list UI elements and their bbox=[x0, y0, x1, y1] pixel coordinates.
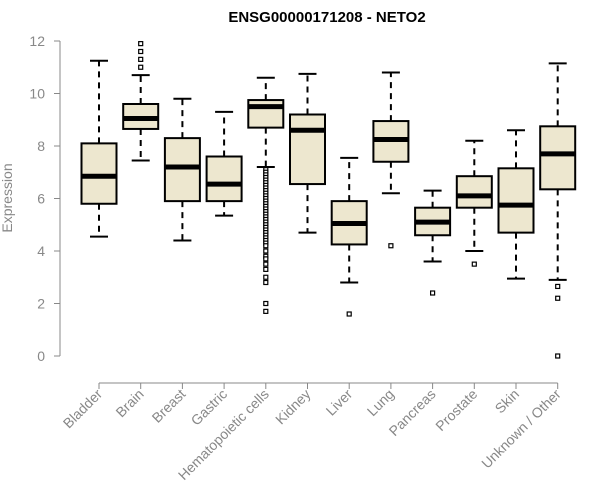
x-tick-label: Breast bbox=[149, 386, 189, 426]
y-tick-label: 12 bbox=[29, 33, 45, 49]
iqr-box bbox=[497, 167, 535, 234]
outlier-point bbox=[471, 261, 477, 267]
box-hematopoietic-cells bbox=[247, 76, 285, 314]
outlier-point bbox=[263, 256, 269, 262]
x-tick-label: Bladder bbox=[60, 386, 106, 432]
box-kidney bbox=[289, 72, 326, 234]
x-tick-label: Brain bbox=[112, 386, 146, 420]
iqr-box bbox=[455, 175, 493, 209]
x-tick-label: Lung bbox=[364, 386, 397, 419]
outlier-point bbox=[430, 290, 436, 296]
box-skin bbox=[497, 129, 535, 280]
outlier-point bbox=[263, 243, 269, 249]
outlier-point bbox=[263, 248, 269, 254]
outlier-point bbox=[263, 261, 269, 267]
outlier-point bbox=[263, 279, 269, 286]
iqr-box bbox=[205, 155, 243, 203]
y-tick-label: 2 bbox=[37, 296, 45, 312]
iqr-box bbox=[80, 142, 118, 205]
box-lung bbox=[372, 71, 410, 249]
outlier-point bbox=[263, 266, 269, 272]
x-tick-label: Skin bbox=[492, 386, 523, 417]
outlier-point bbox=[555, 353, 561, 359]
iqr-box bbox=[539, 125, 577, 191]
outlier-point bbox=[263, 308, 269, 314]
outlier-point bbox=[138, 41, 144, 47]
x-tick-label: Kidney bbox=[272, 386, 314, 428]
box-pancreas bbox=[414, 189, 452, 296]
y-tick-label: 6 bbox=[37, 191, 45, 207]
outlier-point bbox=[388, 243, 394, 249]
x-tick-label: Unknown / Other bbox=[478, 386, 564, 472]
outlier-point bbox=[263, 300, 269, 307]
box-liver bbox=[330, 156, 368, 317]
chart-title: ENSG00000171208 - NETO2 bbox=[228, 9, 425, 26]
y-axis-label: Expression bbox=[0, 163, 15, 232]
outlier-point bbox=[263, 274, 269, 280]
iqr-box bbox=[163, 137, 201, 203]
outlier-point bbox=[555, 283, 561, 290]
box-breast bbox=[163, 97, 201, 242]
box-unknown-other bbox=[539, 62, 577, 359]
y-tick-label: 0 bbox=[37, 348, 45, 364]
outlier-point bbox=[138, 64, 144, 70]
box-brain bbox=[122, 41, 160, 162]
outlier-point bbox=[138, 56, 144, 62]
axes: 0 2 4 6 8 10 12 bbox=[29, 33, 558, 384]
y-tick-label: 4 bbox=[37, 243, 45, 259]
box-prostate bbox=[455, 139, 493, 267]
outlier-point bbox=[138, 48, 144, 55]
box-series bbox=[80, 41, 577, 359]
x-tick-label: Liver bbox=[323, 386, 356, 419]
outlier-point bbox=[346, 311, 352, 317]
iqr-box bbox=[289, 113, 326, 186]
y-tick-label: 8 bbox=[37, 138, 45, 154]
box-gastric bbox=[205, 110, 243, 217]
y-tick-label: 10 bbox=[29, 86, 45, 102]
x-tick-label: Prostate bbox=[432, 386, 480, 434]
box-bladder bbox=[80, 59, 118, 238]
outlier-point bbox=[555, 295, 561, 301]
